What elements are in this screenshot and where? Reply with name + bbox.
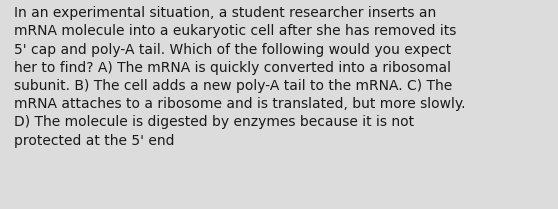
Text: In an experimental situation, a student researcher inserts an
mRNA molecule into: In an experimental situation, a student … <box>14 6 465 148</box>
